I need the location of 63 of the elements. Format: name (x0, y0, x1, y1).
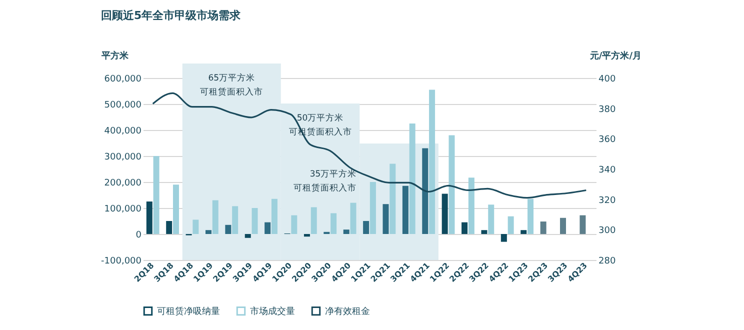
y-tick-label: 600,000 (104, 74, 142, 84)
y2-tick-label: 280 (598, 256, 616, 266)
y2-tick-label: 360 (598, 135, 616, 146)
bar (205, 230, 212, 234)
bar (350, 202, 356, 234)
bar (448, 135, 455, 234)
y-tick-label: 500,000 (104, 100, 142, 110)
bar (481, 230, 488, 234)
band-label: 65万平方米可租赁面积入市 (200, 72, 264, 98)
bar (382, 204, 389, 234)
y-tick-label: 200,000 (104, 178, 142, 188)
bar (442, 194, 448, 234)
bar (390, 164, 396, 234)
y-tick-label: 100,000 (104, 204, 142, 214)
bar (462, 222, 468, 234)
bar (271, 198, 278, 234)
y-tick-label: 0 (136, 230, 142, 240)
bar (508, 216, 514, 234)
y2-tick-label: 400 (598, 74, 616, 84)
bar (468, 178, 474, 234)
bar (429, 90, 436, 234)
bar (146, 202, 152, 234)
bar (172, 184, 179, 234)
bar (500, 234, 507, 242)
y2-tick-label: 320 (598, 196, 616, 206)
bar (252, 208, 258, 234)
band-label: 35万平方米可租赁面积入市 (294, 168, 357, 194)
y-tick-label: 300,000 (104, 152, 142, 162)
bar (528, 198, 534, 234)
bar (244, 234, 251, 238)
bar (330, 213, 337, 234)
bar (192, 220, 199, 234)
bar (422, 148, 428, 234)
bar (488, 204, 494, 234)
y2-tick-label: 300 (598, 226, 616, 236)
legend-label: 可租赁净吸纳量 (157, 306, 220, 318)
bar (291, 215, 298, 234)
bar (264, 222, 271, 234)
bar (402, 186, 408, 234)
chart-title: 回顾近5年全市甲级市场需求 (101, 9, 242, 22)
bar (520, 230, 527, 234)
y-axis-title: 平方米 (100, 50, 130, 62)
bar (153, 156, 160, 234)
bar (212, 200, 218, 234)
y2-tick-label: 340 (598, 166, 616, 176)
bar (363, 221, 370, 234)
bar (560, 218, 566, 234)
y-tick-label: 400,000 (104, 126, 142, 136)
bar (540, 222, 546, 234)
bar (225, 224, 232, 234)
legend-label: 市场成交量 (250, 306, 295, 318)
bar (310, 207, 317, 234)
bar (343, 230, 350, 234)
bar (409, 124, 416, 234)
bar (166, 221, 172, 234)
bar (370, 182, 376, 234)
legend-label: 净有效租金 (325, 306, 370, 318)
bar (580, 215, 586, 234)
y-tick-label: -100,000 (101, 256, 142, 266)
y2-axis-title: 元/平方米/月 (588, 50, 642, 62)
y2-tick-label: 380 (598, 104, 616, 115)
bar (304, 234, 310, 237)
bar (232, 206, 238, 234)
